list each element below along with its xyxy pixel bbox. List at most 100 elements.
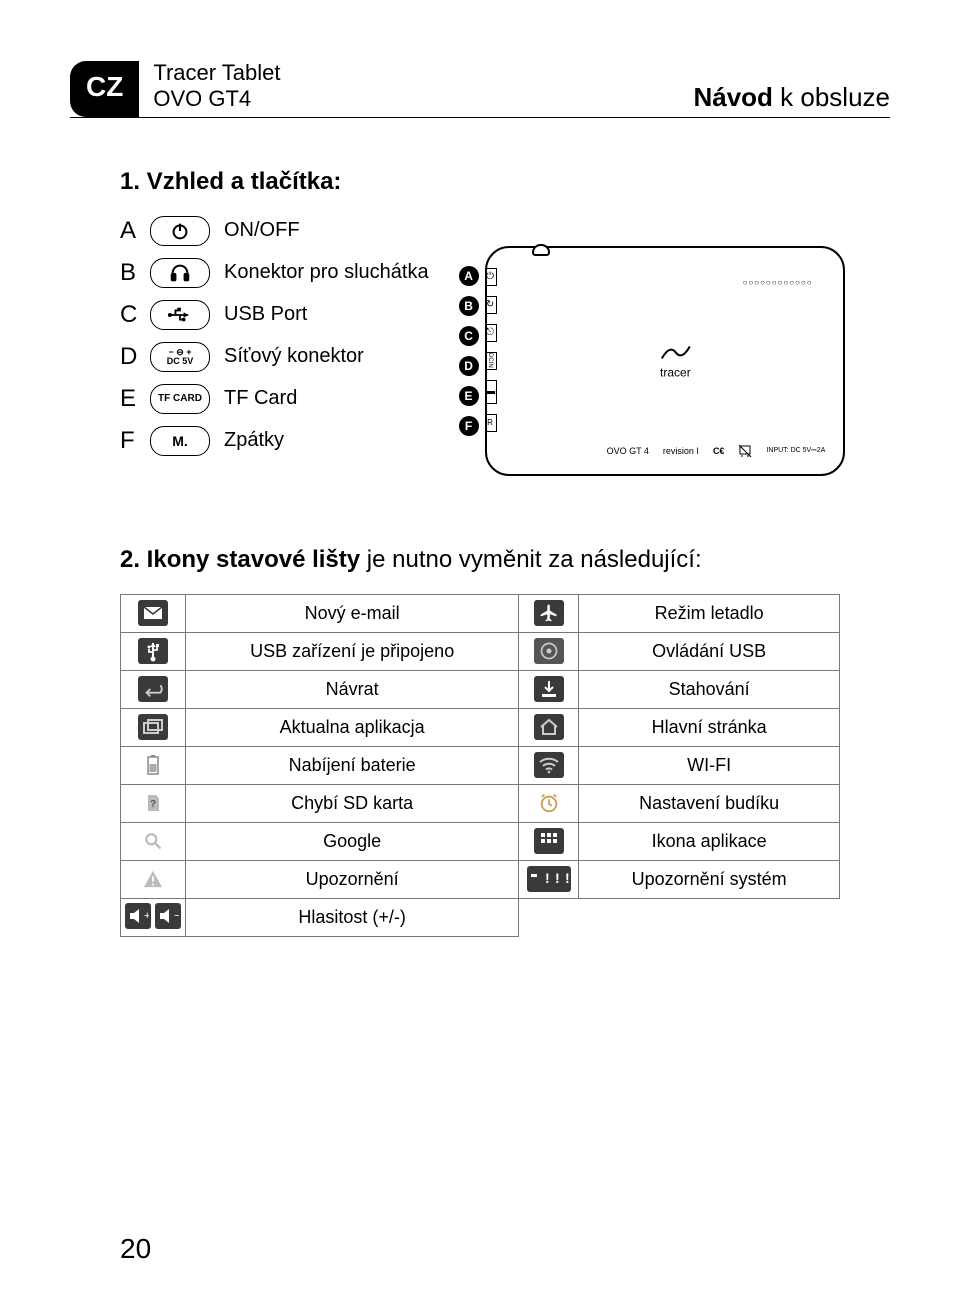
table-row: Nabíjení baterie WI-FI (121, 746, 840, 784)
status-label: Nový e-mail (186, 594, 519, 632)
legend-label: USB Port (224, 303, 307, 326)
headphone-icon (150, 258, 210, 288)
status-label: Chybí SD karta (186, 784, 519, 822)
search-icon (121, 822, 186, 860)
manual-title-bold: Návod (693, 82, 772, 112)
power-icon (150, 216, 210, 246)
port: DCIN (485, 352, 497, 370)
status-label: Návrat (186, 670, 519, 708)
side-ports: ⏻ ↻ ⎋ DCIN ▬ R (485, 268, 497, 432)
legend-label: Zpátky (224, 429, 284, 452)
weee-icon (738, 444, 752, 458)
status-label: WI-FI (579, 746, 840, 784)
status-label: Režim letadlo (579, 594, 840, 632)
table-row: +−Hlasitost (+/-) (121, 898, 840, 936)
status-label: Nabíjení baterie (186, 746, 519, 784)
status-label: Aktualna aplikacja (186, 708, 519, 746)
logo-text: tracer (657, 365, 693, 379)
section1-heading: 1. Vzhled a tlačítka: (120, 168, 890, 196)
diagram-letter: F (459, 416, 479, 436)
button-legend: A ON/OFF B Konektor pro sluchátka C (120, 216, 429, 468)
section-appearance: 1. Vzhled a tlačítka: A ON/OFF B (120, 168, 890, 476)
usb-icon (121, 632, 186, 670)
legend-row: F M. Zpátky (120, 426, 429, 456)
airplane-icon (519, 594, 579, 632)
table-row: USB zařízení je připojenoOvládání USB (121, 632, 840, 670)
table-row: Aktualna aplikacja Hlavní stránka (121, 708, 840, 746)
m-icon: M. (150, 426, 210, 456)
camera-icon (532, 244, 550, 256)
home-icon (519, 708, 579, 746)
svg-text:−: − (174, 910, 179, 922)
product-line2: OVO GT4 (153, 86, 693, 112)
device-revision: revision I (663, 446, 699, 456)
table-row: ? Chybí SD karta Nastavení budíku (121, 784, 840, 822)
language-badge: CZ (70, 61, 139, 117)
apps-icon (519, 822, 579, 860)
alarm-icon (519, 784, 579, 822)
status-label: Ikona aplikace (579, 822, 840, 860)
status-label: Hlavní stránka (579, 708, 840, 746)
volume-icon: +− (121, 898, 186, 936)
diagram-letter: A (459, 266, 479, 286)
status-label: Nastavení budíku (579, 784, 840, 822)
product-line1: Tracer Tablet (153, 60, 693, 86)
manual-title-rest: k obsluze (773, 82, 890, 112)
legend-row: C USB Port (120, 300, 429, 330)
legend-label: TF Card (224, 387, 297, 410)
legend-row: E TF CARD TF Card (120, 384, 429, 414)
manual-title: Návod k obsluze (693, 82, 890, 113)
svg-text:?: ? (150, 799, 156, 810)
port: ⏻ (485, 268, 497, 286)
legend-row: B Konektor pro sluchátka (120, 258, 429, 288)
diagram-letter: D (459, 356, 479, 376)
dc5v-icon: − ⊖ +DC 5V (150, 342, 210, 372)
device-input: INPUT: DC 5V⎓2A (766, 447, 825, 455)
sdmissing-icon: ? (121, 784, 186, 822)
legend-letter: B (120, 259, 150, 287)
battery-icon (121, 746, 186, 784)
ce-mark: C€ (713, 446, 725, 456)
legend-label: ON/OFF (224, 219, 300, 242)
status-icon-table: Nový e-mailRežim letadloUSB zařízení je … (120, 594, 840, 937)
speaker-holes: ○○○○○○○○○○○○ (743, 278, 813, 287)
usb-ctrl-icon (519, 632, 579, 670)
svg-text:!: ! (555, 870, 560, 886)
wifi-icon (519, 746, 579, 784)
port: ▬ (485, 380, 497, 404)
legend-letter: A (120, 217, 150, 245)
svg-text:+: + (144, 910, 149, 922)
legend-label: Síťový konektor (224, 345, 364, 368)
status-label: Upozornění systém (579, 860, 840, 898)
legend-label: Konektor pro sluchátka (224, 261, 429, 284)
status-label: Google (186, 822, 519, 860)
warning-icon (121, 860, 186, 898)
device-bottom-labels: OVO GT 4 revision I C€ INPUT: DC 5V⎓2A (607, 444, 826, 458)
diagram-letter-column: A B C D E F (459, 266, 479, 436)
diagram-letter: E (459, 386, 479, 406)
recent-icon (121, 708, 186, 746)
section2-heading: 2. Ikony stavové lišty je nutno vyměnit … (120, 546, 890, 574)
status-label: Upozornění (186, 860, 519, 898)
legend-letter: F (120, 427, 150, 455)
legend-letter: C (120, 301, 150, 329)
legend-letter: E (120, 385, 150, 413)
section-status-icons: 2. Ikony stavové lišty je nutno vyměnit … (120, 546, 890, 937)
table-row: Upozornění!!!Upozornění systém (121, 860, 840, 898)
device-model: OVO GT 4 (607, 446, 649, 456)
legend-letter: D (120, 343, 150, 371)
port: ↻ (485, 296, 497, 314)
section2-heading-rest: je nutno vyměnit za následující: (360, 546, 702, 573)
port: R (485, 414, 497, 432)
diagram-letter: B (459, 296, 479, 316)
legend-row: D − ⊖ +DC 5V Síťový konektor (120, 342, 429, 372)
section2-heading-bold: 2. Ikony stavové lišty (120, 546, 360, 573)
table-row: Nový e-mail Režim letadlo (121, 594, 840, 632)
status-label: USB zařízení je připojeno (186, 632, 519, 670)
legend-row: A ON/OFF (120, 216, 429, 246)
port: ⎋ (485, 324, 497, 342)
status-label: Hlasitost (+/-) (186, 898, 519, 936)
page-number: 20 (120, 1233, 151, 1265)
download-icon (519, 670, 579, 708)
tracer-logo: tracer (657, 342, 693, 379)
